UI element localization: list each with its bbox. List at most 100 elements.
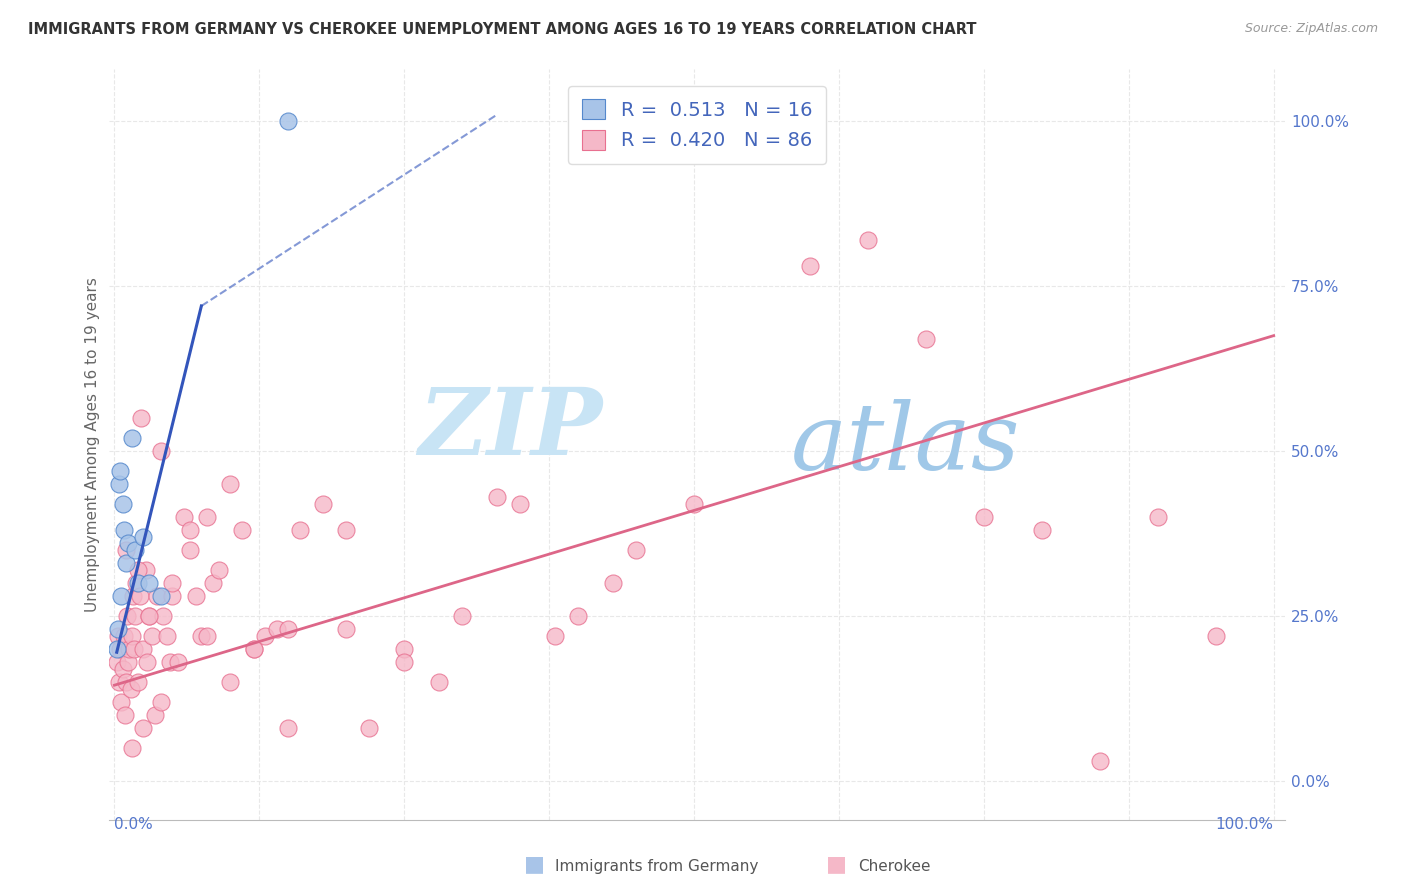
- Point: [179, 523, 201, 537]
- Text: ■: ■: [827, 855, 846, 874]
- Point: [335, 622, 357, 636]
- Point: [124, 543, 146, 558]
- Point: [124, 609, 146, 624]
- Point: [135, 655, 157, 669]
- Point: [127, 674, 149, 689]
- Point: [107, 629, 129, 643]
- Point: [567, 609, 589, 624]
- Point: [118, 641, 141, 656]
- Point: [312, 497, 335, 511]
- Point: [162, 576, 184, 591]
- Point: [277, 721, 299, 735]
- Point: [115, 674, 138, 689]
- Point: [107, 622, 129, 636]
- Point: [544, 629, 567, 643]
- Point: [112, 523, 135, 537]
- Point: [138, 609, 160, 624]
- Point: [122, 589, 145, 603]
- Point: [111, 497, 134, 511]
- Point: [146, 589, 169, 603]
- Point: [254, 629, 277, 643]
- Point: [152, 609, 174, 624]
- Point: [195, 510, 218, 524]
- Point: [138, 576, 160, 591]
- Point: [683, 114, 706, 128]
- Point: [125, 576, 148, 591]
- Text: Immigrants from Germany: Immigrants from Germany: [555, 859, 759, 874]
- Point: [117, 655, 139, 669]
- Point: [105, 655, 128, 669]
- Text: 0.0%: 0.0%: [114, 817, 153, 832]
- Point: [115, 543, 138, 558]
- Point: [122, 641, 145, 656]
- Point: [288, 523, 311, 537]
- Text: ■: ■: [524, 855, 544, 874]
- Legend: R =  0.513   N = 16, R =  0.420   N = 86: R = 0.513 N = 16, R = 0.420 N = 86: [568, 86, 825, 164]
- Point: [149, 444, 172, 458]
- Point: [141, 629, 163, 643]
- Point: [242, 641, 264, 656]
- Point: [132, 530, 155, 544]
- Point: [149, 695, 172, 709]
- Point: [394, 655, 416, 669]
- Point: [602, 576, 624, 591]
- Point: [138, 609, 160, 624]
- Point: [115, 609, 138, 624]
- Point: [741, 114, 763, 128]
- Point: [121, 629, 143, 643]
- Point: [117, 536, 139, 550]
- Point: [242, 641, 264, 656]
- Point: [1031, 523, 1053, 537]
- Point: [167, 655, 190, 669]
- Point: [509, 497, 531, 511]
- Point: [132, 721, 155, 735]
- Point: [110, 464, 132, 478]
- Point: [108, 477, 131, 491]
- Point: [110, 695, 132, 709]
- Point: [110, 641, 132, 656]
- Point: [856, 233, 879, 247]
- Point: [1146, 510, 1168, 524]
- Point: [799, 260, 821, 274]
- Point: [190, 629, 212, 643]
- Point: [115, 556, 138, 570]
- Point: [683, 497, 706, 511]
- Point: [121, 431, 143, 445]
- Text: 100.0%: 100.0%: [1216, 817, 1274, 832]
- Point: [266, 622, 288, 636]
- Point: [184, 589, 207, 603]
- Point: [208, 563, 231, 577]
- Point: [155, 629, 177, 643]
- Point: [112, 629, 135, 643]
- Point: [179, 543, 201, 558]
- Point: [335, 523, 357, 537]
- Point: [427, 674, 450, 689]
- Point: [114, 707, 136, 722]
- Point: [485, 490, 508, 504]
- Point: [277, 622, 299, 636]
- Point: [277, 114, 299, 128]
- Point: [219, 477, 242, 491]
- Point: [110, 589, 132, 603]
- Point: [201, 576, 224, 591]
- Text: ZIP: ZIP: [419, 384, 603, 475]
- Point: [105, 641, 128, 656]
- Point: [359, 721, 381, 735]
- Point: [129, 589, 152, 603]
- Point: [231, 523, 253, 537]
- Point: [1088, 754, 1111, 768]
- Point: [624, 543, 647, 558]
- Point: [127, 576, 149, 591]
- Point: [127, 563, 149, 577]
- Text: Source: ZipAtlas.com: Source: ZipAtlas.com: [1244, 22, 1378, 36]
- Text: Cherokee: Cherokee: [858, 859, 931, 874]
- Point: [915, 332, 938, 346]
- Point: [108, 674, 131, 689]
- Point: [973, 510, 995, 524]
- Point: [162, 589, 184, 603]
- Point: [143, 707, 166, 722]
- Point: [195, 629, 218, 643]
- Point: [135, 563, 157, 577]
- Point: [219, 674, 242, 689]
- Point: [111, 662, 134, 676]
